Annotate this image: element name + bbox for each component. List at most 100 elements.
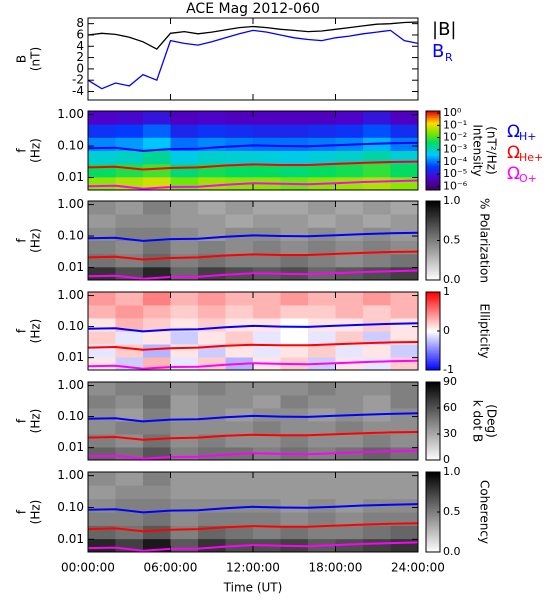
heatmap-cell [280,434,309,448]
heatmap-cell [170,317,199,332]
heatmap-cell [225,240,254,255]
colorbar-swatch [426,152,440,155]
heatmap-cell [253,344,281,358]
x-tick-label: 00:00:00 [61,561,115,575]
heatmap-cell [143,498,171,513]
heatmap-cell [253,394,281,409]
x-tick-label: 12:00:00 [226,561,280,575]
heatmap-cell [115,485,144,500]
colorbar-swatch [426,473,440,476]
heatmap-cell [308,525,336,540]
heatmap-cell [225,512,254,526]
legend-label: Ω [507,143,520,163]
heatmap-cell [363,472,391,486]
colorbar-swatch [426,114,440,117]
heatmap-cell [253,150,281,165]
heatmap-cell [143,150,171,165]
heatmap-cell [390,111,418,125]
heatmap-cell [143,407,171,422]
heatmap-cell [253,317,281,332]
colorbar-swatch [426,483,440,486]
heatmap-cell [88,201,116,215]
colorbar-label: Ellipticity [478,304,492,359]
heatmap-cell [253,163,281,178]
heatmap-cell [143,512,171,526]
colorbar-swatch [426,368,440,371]
heatmap-cell [308,150,336,165]
colorbar-swatch [426,303,440,306]
plot-area [88,292,418,370]
colorbar-swatch [426,344,440,347]
colorbar-swatch [426,331,440,334]
cyclotron-line [88,141,418,152]
heatmap-cell [115,163,144,178]
heatmap-cell [308,240,336,255]
heatmap-cell [335,304,364,319]
heatmap-cell [170,407,199,422]
colorbar-swatch [426,403,440,406]
y-tick-label: 0.10 [57,409,84,423]
y-tick-label: 0.01 [57,260,84,274]
heatmap-cell [225,163,254,178]
heatmap-cell [335,525,364,540]
heatmap-cell [143,137,171,152]
colorbar-swatch [426,422,440,425]
heatmap-cell [390,317,418,332]
colorbar-swatch [426,445,440,448]
colorbar-swatch [426,416,440,419]
colorbar-swatch [426,337,440,340]
heatmap-cell [225,407,254,422]
heatmap-cell [115,240,144,255]
colorbar-label: (Deg) [485,404,499,438]
colorbar-swatch [426,235,440,238]
colorbar-swatch [426,427,440,430]
colorbar-swatch [426,204,440,207]
colorbar-swatch [426,150,440,153]
colorbar-swatch [426,111,440,114]
heatmap-cell [198,111,226,125]
colorbar-swatch [426,271,440,274]
heatmap-cell [170,434,199,448]
y-axis-label: B [15,55,29,63]
heatmap-cell [253,498,281,513]
colorbar-swatch [426,168,440,171]
colorbar-tick-label: 10⁻¹ [443,118,467,131]
colorbar-swatch [426,313,440,316]
heatmap-cell [253,111,281,125]
plot-area [88,111,418,190]
x-axis-label: Time (UT) [223,581,283,595]
colorbar-swatch [426,450,440,453]
heatmap-cell [88,382,116,396]
colorbar-swatch [426,395,440,398]
chart-title: ACE Mag 2012-060 [186,1,320,17]
heatmap-cell [363,111,391,125]
cyclotron-line [88,522,418,533]
y-tick-label: -4 [72,84,84,98]
heatmap-cell [115,150,144,165]
colorbar-swatch [426,186,440,189]
colorbar-swatch [426,237,440,240]
heatmap-cell [170,446,199,460]
heatmap-cell [253,201,281,215]
heatmap-cell [170,421,199,435]
heatmap-cell [170,394,199,409]
colorbar-swatch [426,308,440,311]
colorbar-swatch [426,255,440,258]
colorbar-swatch [426,522,440,525]
cyclotron-line [88,231,418,242]
colorbar-swatch [426,219,440,222]
colorbar-swatch [426,505,440,508]
heatmap-cell [308,344,336,358]
heatmap-cell [363,214,391,228]
colorbar-swatch [426,326,440,329]
colorbar-swatch [426,340,440,343]
heatmap-cell [225,525,254,540]
colorbar-swatch [426,538,440,541]
colorbar-swatch [426,440,440,443]
colorbar-swatch [426,497,440,500]
colorbar-swatch [426,518,440,521]
colorbar-swatch [426,170,440,173]
heatmap-cell [225,304,254,319]
heatmap-cell [280,124,309,138]
